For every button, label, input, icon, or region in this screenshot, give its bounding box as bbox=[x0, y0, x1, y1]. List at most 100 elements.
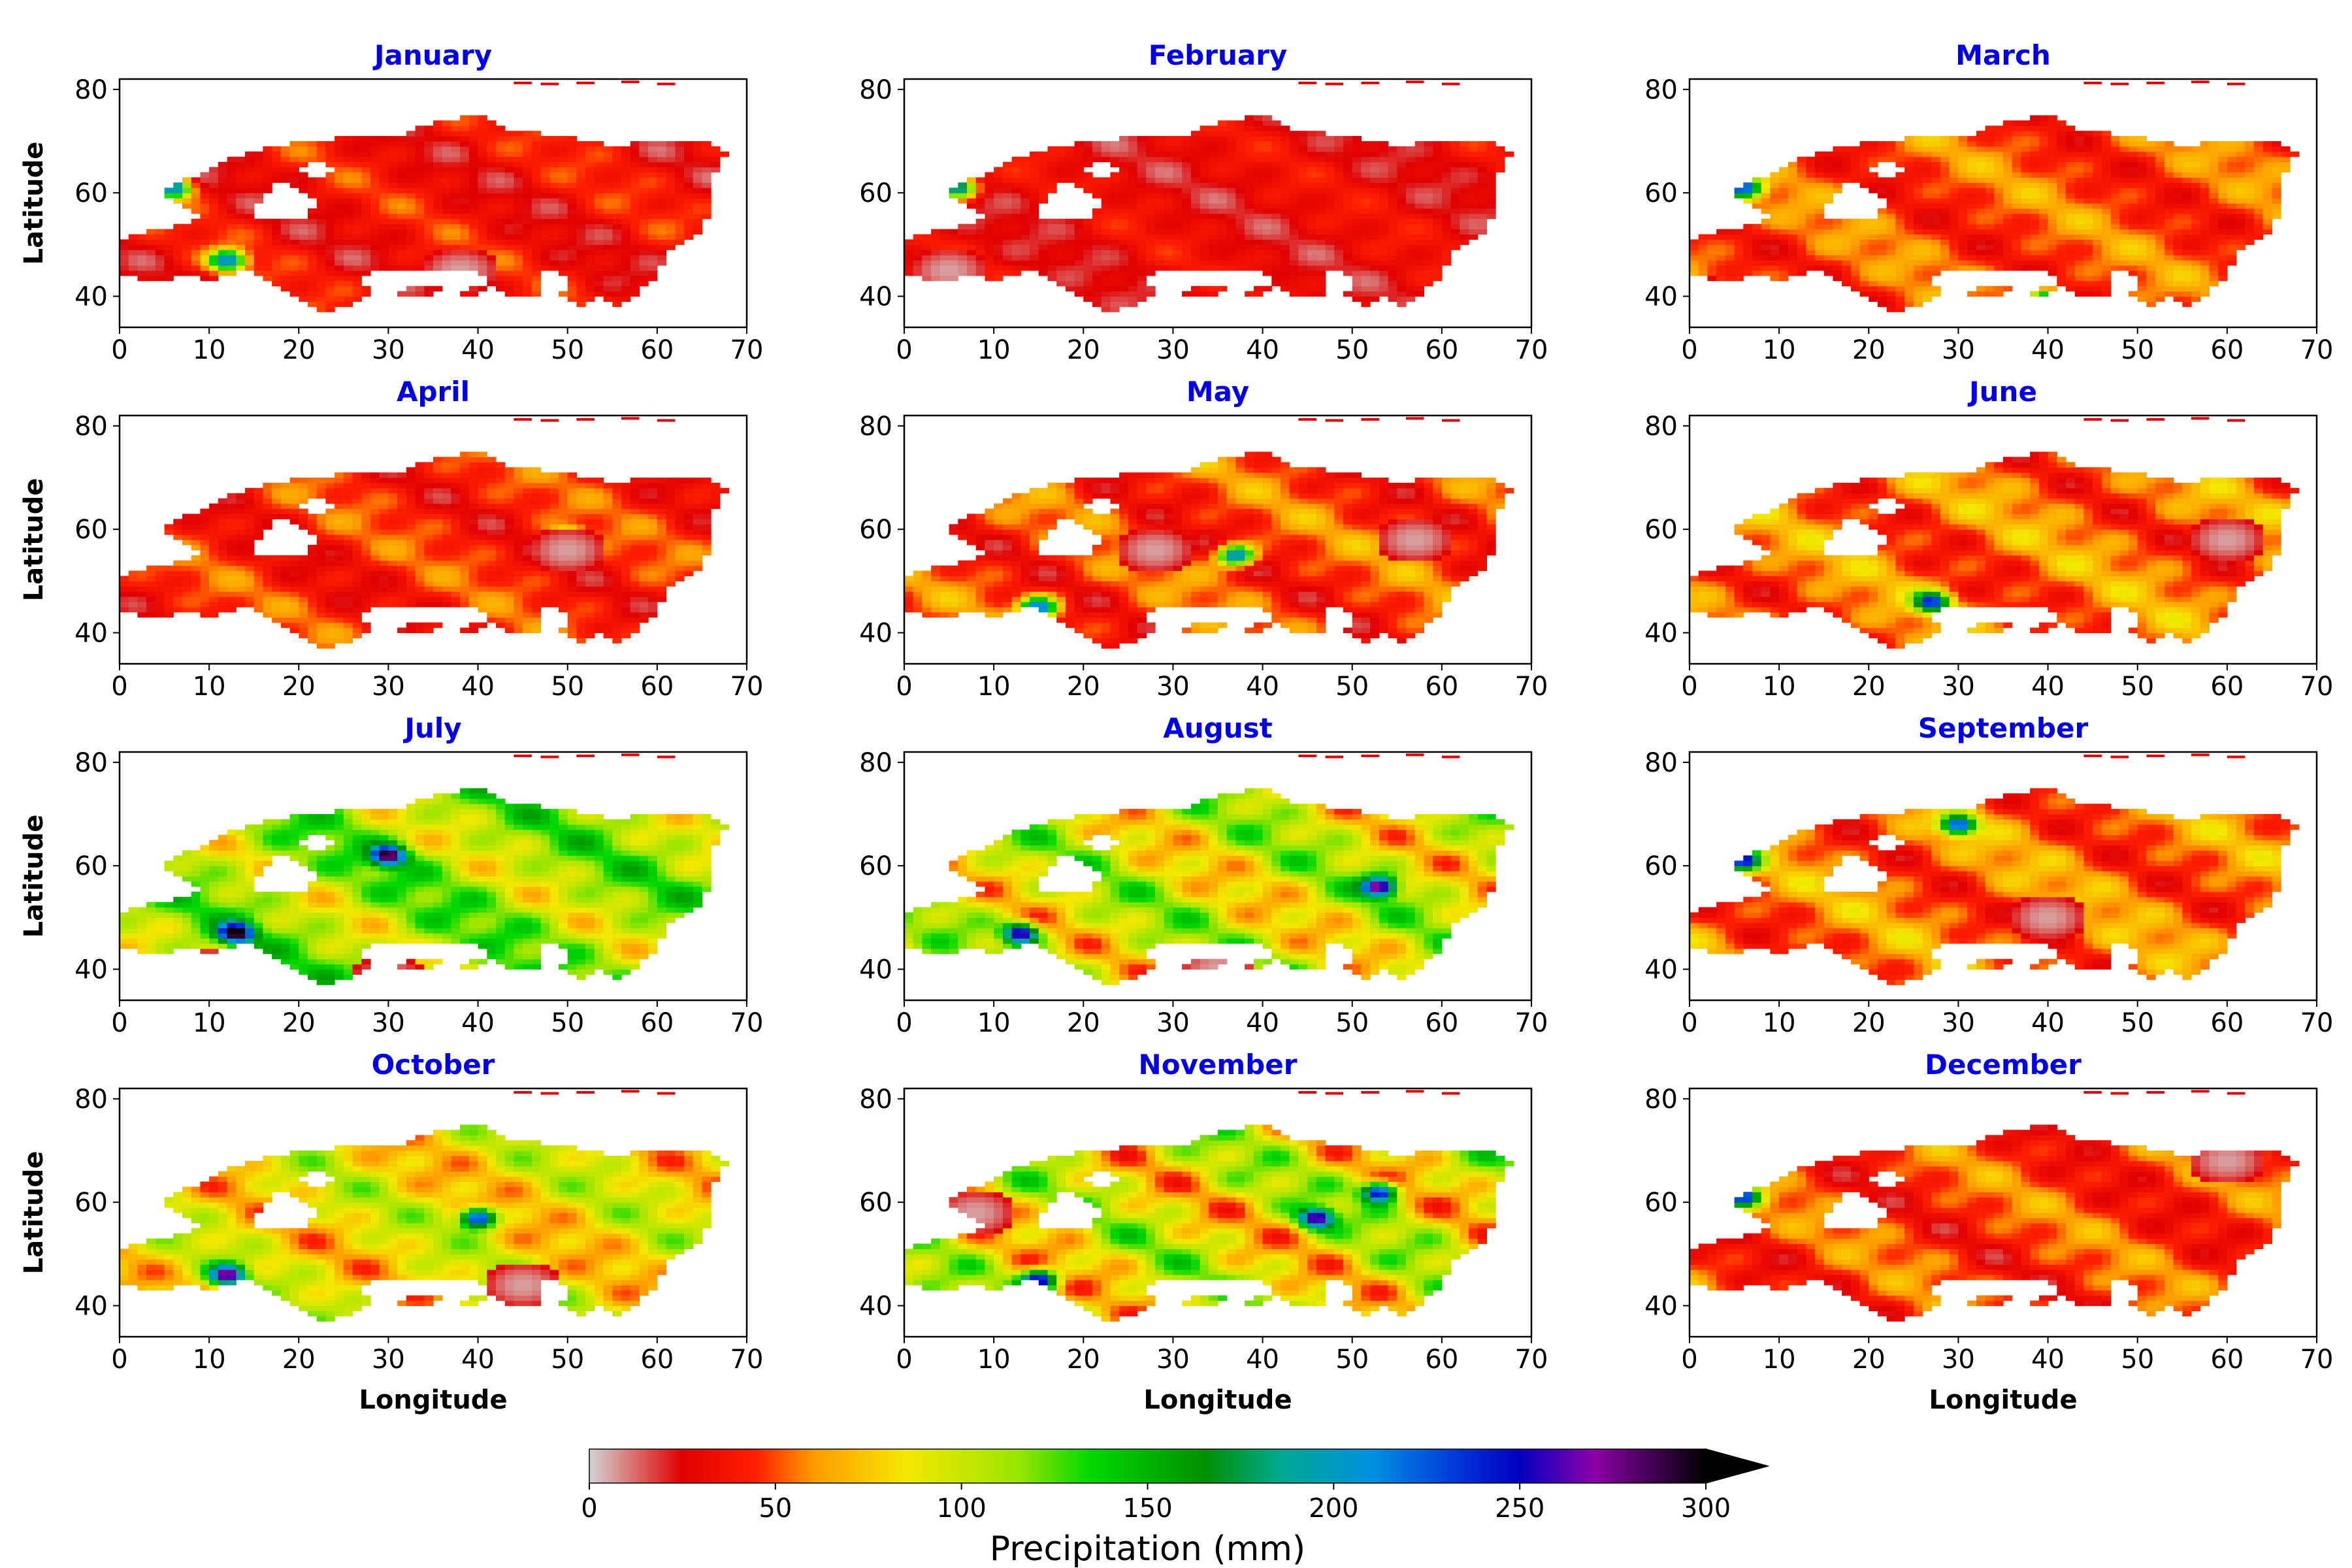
x-tick-label: 50 bbox=[2121, 1345, 2154, 1375]
colorbar-tick-label: 250 bbox=[1495, 1494, 1544, 1524]
x-tick-label: 30 bbox=[1156, 335, 1190, 365]
x-tick-label: 30 bbox=[1156, 1008, 1190, 1038]
x-tick-label: 60 bbox=[2210, 1008, 2244, 1038]
y-tick-label: 80 bbox=[74, 412, 108, 442]
island-fragment bbox=[2083, 755, 2101, 757]
x-tick-label: 50 bbox=[1335, 672, 1369, 702]
x-tick-label: 70 bbox=[1515, 1008, 1548, 1038]
island-fragment bbox=[1298, 755, 1316, 757]
panel-march: 0 10 20 30 40 50 60 70406080March bbox=[1644, 39, 2333, 365]
x-tick-label: 30 bbox=[1942, 672, 1975, 702]
panel-title: February bbox=[1149, 39, 1288, 71]
y-tick-label: 60 bbox=[1644, 178, 1678, 208]
x-tick-label: 0 bbox=[896, 672, 912, 702]
x-tick-label: 70 bbox=[1515, 1345, 1548, 1375]
island-fragment bbox=[1298, 1091, 1316, 1094]
island-fragment bbox=[2227, 83, 2245, 86]
island-fragment bbox=[2146, 1091, 2164, 1094]
y-tick-label: 60 bbox=[74, 1188, 108, 1218]
y-tick-label: 40 bbox=[859, 619, 892, 649]
precip-map bbox=[1690, 80, 2299, 312]
colorbar-tick-label: 50 bbox=[759, 1494, 792, 1524]
panel-may: 0 10 20 30 40 50 60 70 40 60 80 May bbox=[859, 376, 1548, 702]
island-fragment bbox=[2191, 417, 2209, 419]
x-tick-label: 30 bbox=[372, 1345, 405, 1375]
y-tick-label: 80 bbox=[859, 1085, 892, 1115]
x-tick-label: 10 bbox=[977, 1345, 1011, 1375]
x-tick-label: 40 bbox=[461, 1008, 495, 1038]
colorbar-tick-label: 150 bbox=[1122, 1494, 1172, 1524]
island-fragment bbox=[657, 756, 675, 759]
y-tick-label: 40 bbox=[859, 282, 892, 312]
x-tick-label: 0 bbox=[896, 1008, 912, 1038]
x-tick-label: 60 bbox=[1425, 1008, 1458, 1038]
y-tick-label: 60 bbox=[1644, 515, 1678, 545]
colorbar-tick-label: 100 bbox=[936, 1494, 986, 1524]
panel-august: 0 10 20 30 40 50 60 70406080August bbox=[859, 712, 1548, 1038]
island-fragment bbox=[1326, 1092, 1343, 1095]
x-tick-label: 30 bbox=[372, 1008, 405, 1038]
island-fragment bbox=[541, 419, 559, 422]
x-tick-label: 60 bbox=[640, 1008, 674, 1038]
panel-november: 0 10 20 30 40 50 60 70 40 60 80 November Longitude bbox=[859, 1049, 1548, 1415]
x-tick-label: 70 bbox=[2300, 1345, 2334, 1375]
x-axis-label: Longitude bbox=[1143, 1385, 1292, 1415]
island-fragment bbox=[1442, 1092, 1460, 1095]
island-fragment bbox=[576, 418, 594, 421]
island-fragment bbox=[2146, 418, 2164, 421]
panel-september: 0 10 20 30 40 50 60 70406080September bbox=[1644, 712, 2333, 1038]
panel-title: June bbox=[1967, 376, 2037, 408]
x-tick-label: 20 bbox=[282, 672, 316, 702]
island-fragment bbox=[576, 1091, 594, 1094]
y-tick-label: 40 bbox=[1644, 955, 1678, 985]
x-tick-label: 50 bbox=[551, 335, 584, 365]
x-tick-label: 30 bbox=[372, 672, 405, 702]
x-tick-label: 10 bbox=[1763, 1008, 1796, 1038]
x-tick-label: 0 bbox=[1681, 672, 1697, 702]
x-tick-label: 10 bbox=[193, 1008, 226, 1038]
y-tick-label: 40 bbox=[74, 1292, 108, 1322]
x-tick-label: 50 bbox=[2121, 1008, 2154, 1038]
panel-grid: 0 10 20 30 40 50 60 70 40 60 80 January Latitude 0 10 2… bbox=[19, 39, 2333, 1415]
x-tick-label: 40 bbox=[2031, 1008, 2065, 1038]
island-fragment bbox=[1442, 83, 1460, 86]
precip-map bbox=[120, 80, 729, 312]
x-tick-label: 70 bbox=[730, 1345, 764, 1375]
island-fragment bbox=[541, 756, 559, 759]
island-fragment bbox=[514, 1091, 531, 1094]
island-fragment bbox=[2191, 80, 2209, 83]
precip-map bbox=[904, 1090, 1514, 1321]
x-tick-label: 20 bbox=[1852, 335, 1886, 365]
panel-title: May bbox=[1186, 376, 1249, 408]
x-tick-label: 0 bbox=[896, 1345, 912, 1375]
y-tick-label: 40 bbox=[1644, 282, 1678, 312]
island-fragment bbox=[541, 1092, 559, 1095]
y-tick-label: 40 bbox=[74, 619, 108, 649]
x-tick-label: 40 bbox=[461, 335, 495, 365]
precip-map bbox=[120, 753, 729, 985]
x-tick-label: 10 bbox=[1763, 1345, 1796, 1375]
y-tick-label: 80 bbox=[1644, 1085, 1678, 1115]
panel-february: 0 10 20 30 40 50 60 70406080February bbox=[859, 39, 1548, 365]
island-fragment bbox=[1406, 417, 1424, 419]
y-tick-label: 80 bbox=[1644, 75, 1678, 105]
colorbar-tick-label: 300 bbox=[1681, 1494, 1731, 1524]
x-tick-label: 40 bbox=[1246, 1008, 1279, 1038]
island-fragment bbox=[1361, 418, 1379, 421]
island-fragment bbox=[2083, 1091, 2101, 1094]
x-tick-label: 70 bbox=[1515, 335, 1548, 365]
x-tick-label: 20 bbox=[1067, 335, 1100, 365]
x-tick-label: 20 bbox=[1067, 672, 1100, 702]
y-tick-label: 60 bbox=[74, 851, 108, 881]
x-tick-label: 40 bbox=[461, 1345, 495, 1375]
x-tick-label: 20 bbox=[282, 335, 316, 365]
x-tick-label: 60 bbox=[1425, 672, 1458, 702]
x-tick-label: 50 bbox=[551, 672, 584, 702]
panel-december: 0 10 20 30 40 50 60 70406080DecemberLongitude bbox=[1644, 1049, 2333, 1415]
island-fragment bbox=[657, 1092, 675, 1095]
y-tick-label: 60 bbox=[859, 515, 892, 545]
x-tick-label: 70 bbox=[2300, 1008, 2334, 1038]
y-tick-label: 60 bbox=[1644, 1188, 1678, 1218]
y-tick-label: 80 bbox=[1644, 412, 1678, 442]
panel-april: 0 10 20 30 40 50 60 70 40 60 80 April Latitude bbox=[19, 376, 763, 702]
